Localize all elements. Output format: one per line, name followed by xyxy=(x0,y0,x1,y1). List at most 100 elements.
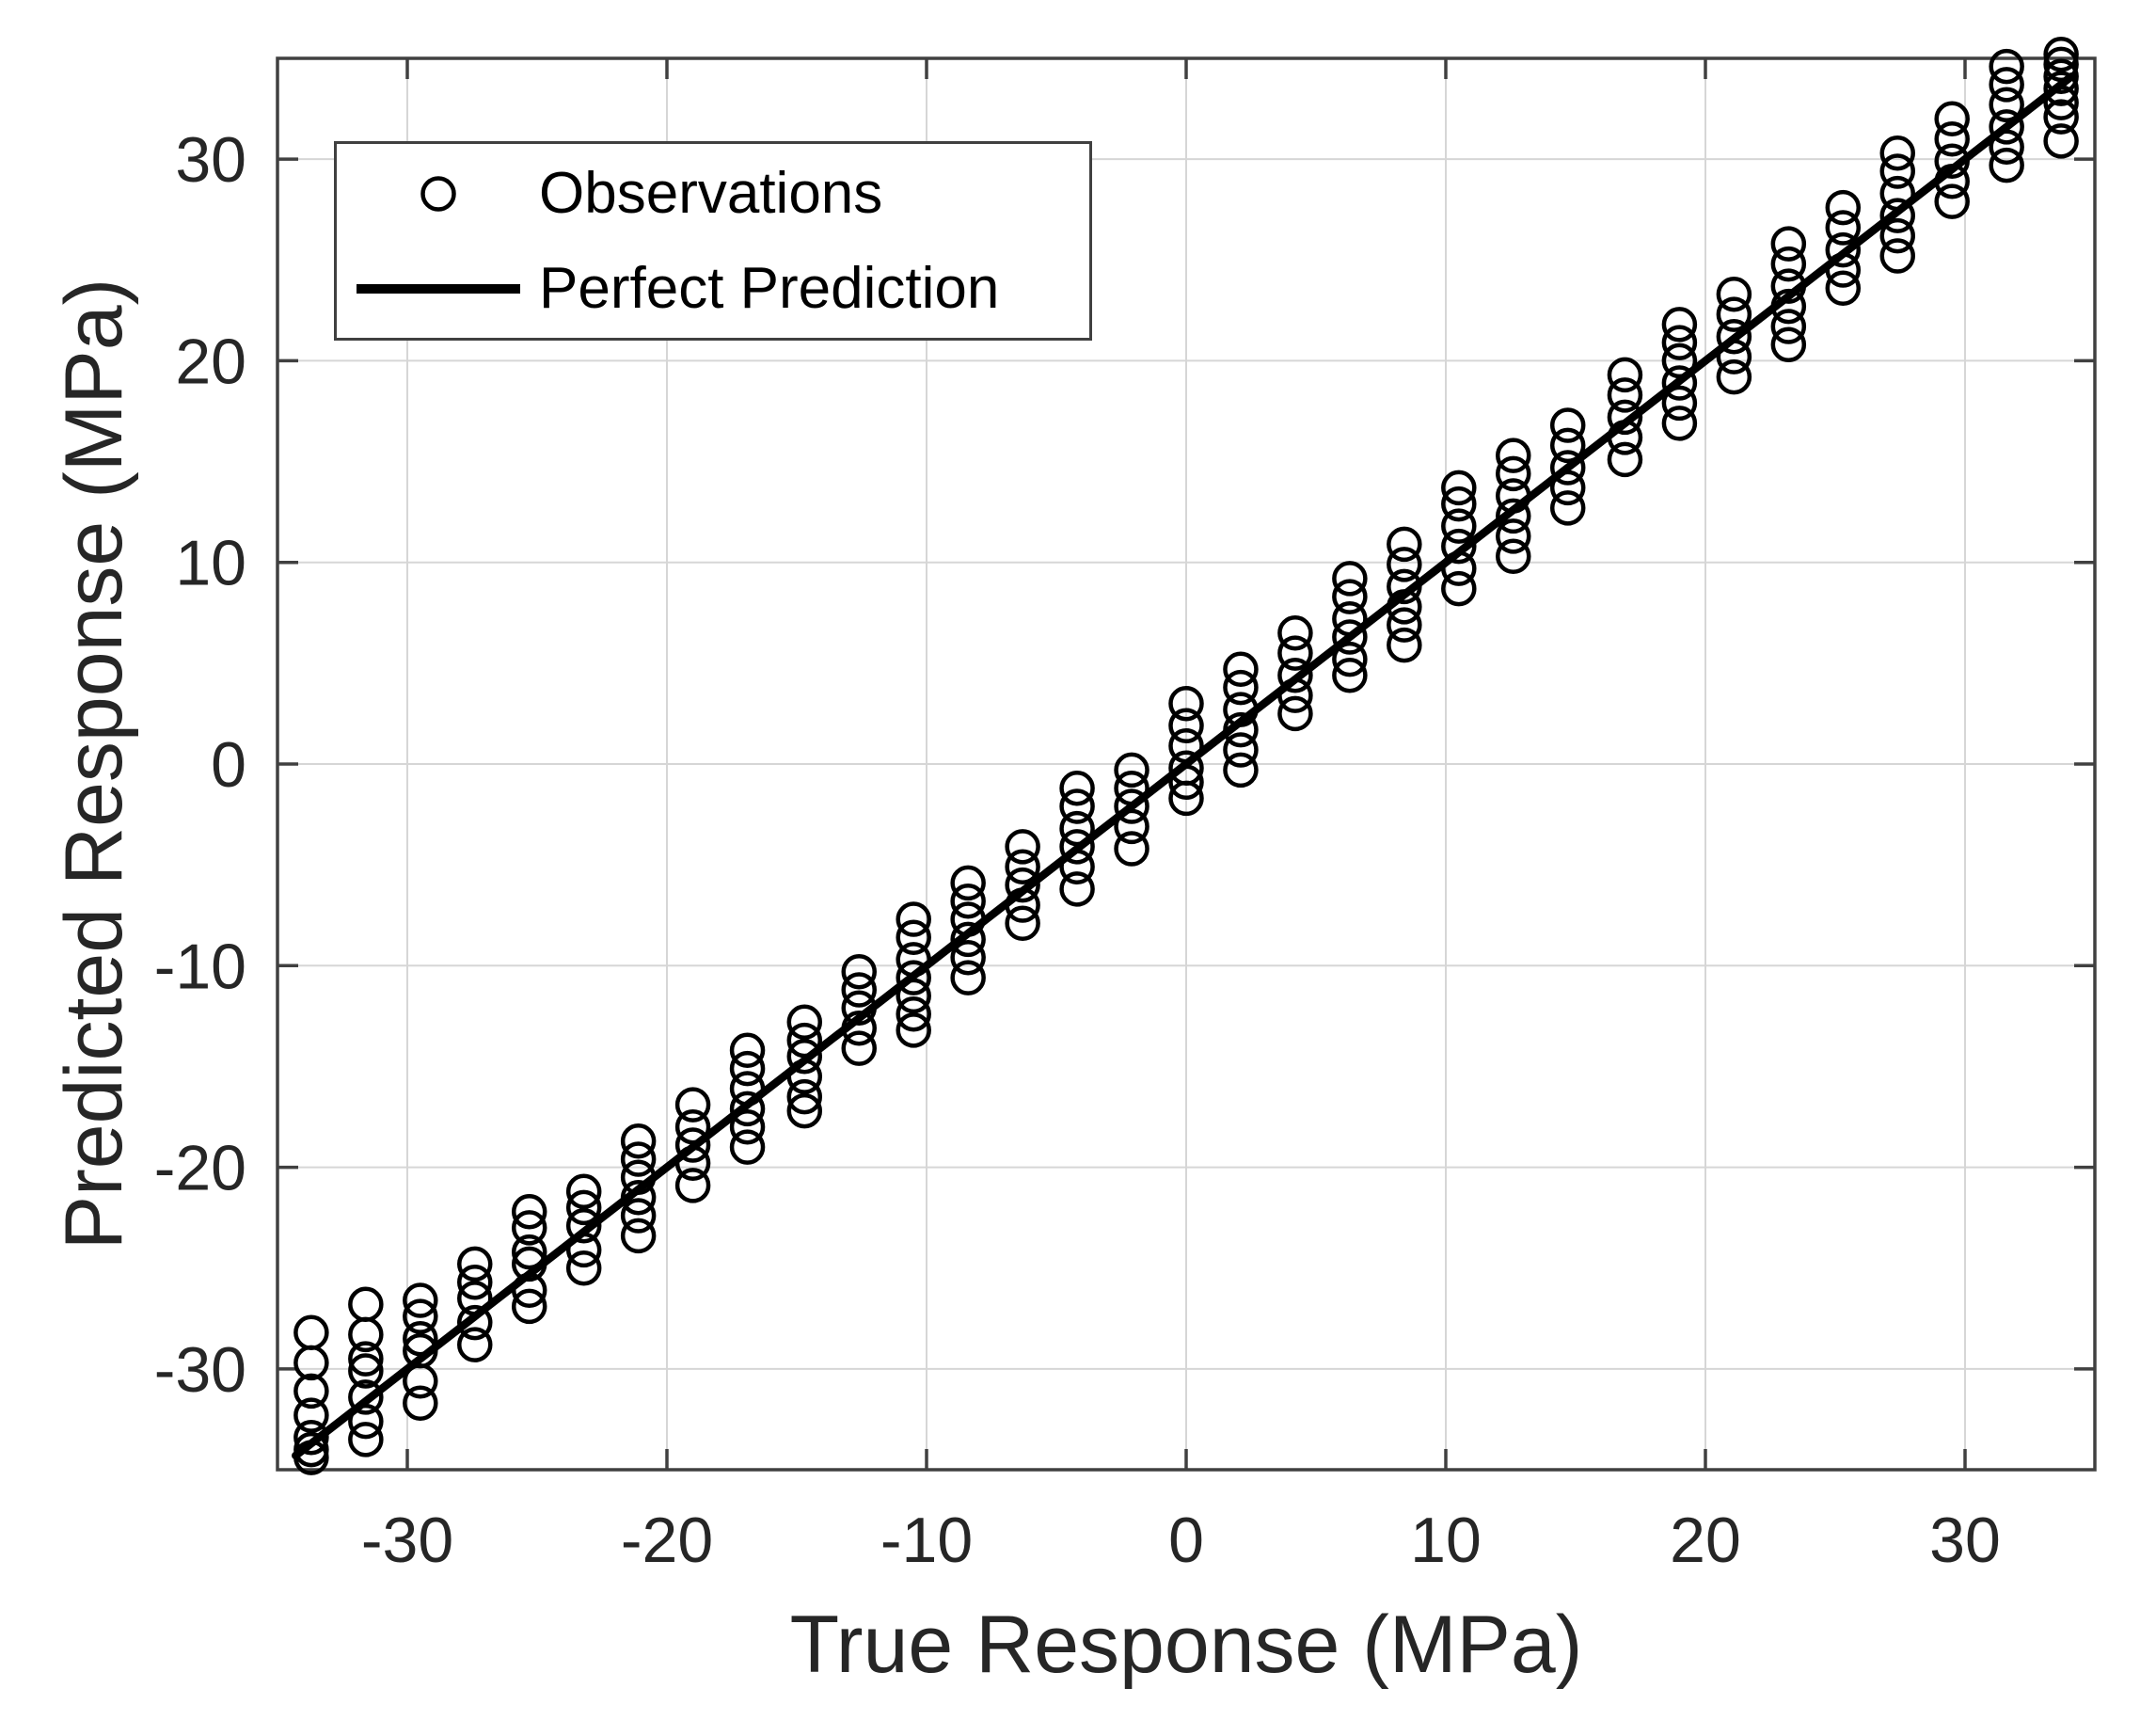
observation-point xyxy=(457,1281,493,1316)
y-tick-label: -30 xyxy=(154,1334,246,1406)
observation-point xyxy=(1716,276,1752,312)
observation-point xyxy=(620,1141,657,1177)
observation-point xyxy=(1114,788,1149,824)
observation-point xyxy=(896,978,931,1014)
observation-point xyxy=(1825,270,1862,307)
y-axis-label: Predicted Response (MPa) xyxy=(49,278,139,1250)
observation-point xyxy=(1716,318,1752,355)
observation-point xyxy=(1059,770,1095,806)
observation-point xyxy=(1549,450,1586,486)
observation-point xyxy=(786,1004,823,1041)
legend-item-observations: Observations xyxy=(337,148,1089,239)
observation-point xyxy=(1879,135,1915,171)
observation-point xyxy=(403,1385,438,1422)
observation-point xyxy=(1825,252,1862,288)
observation-point xyxy=(896,1012,931,1048)
observation-point xyxy=(1825,231,1862,268)
legend-item-perfect-prediction: Perfect Prediction xyxy=(337,243,1089,334)
observation-point xyxy=(1441,470,1477,506)
observation-point xyxy=(1879,175,1915,212)
observation-point xyxy=(1277,695,1313,732)
observation-point xyxy=(841,1030,877,1066)
observation-point xyxy=(1005,849,1040,885)
observation-point xyxy=(1934,143,1970,180)
observation-point xyxy=(786,1038,823,1075)
observation-point xyxy=(786,1022,823,1059)
observation-point xyxy=(1223,732,1259,768)
observation-point xyxy=(841,953,877,990)
observation-point xyxy=(511,1246,547,1282)
observation-point xyxy=(2043,46,2079,83)
observation-point xyxy=(896,901,931,937)
observation-point xyxy=(1607,399,1643,436)
observation-point xyxy=(1934,101,1970,137)
observation-point xyxy=(620,1179,657,1216)
observation-point xyxy=(293,1419,329,1456)
observation-point xyxy=(511,1210,547,1246)
observation-point xyxy=(565,1232,602,1268)
y-tick-label: 0 xyxy=(211,729,246,801)
observation-point xyxy=(1496,538,1531,575)
observation-point xyxy=(1989,109,2024,145)
x-tick-label: -10 xyxy=(880,1505,973,1576)
observation-point xyxy=(950,865,986,901)
observation-point xyxy=(1332,641,1368,677)
observation-point xyxy=(1168,780,1204,817)
y-tick-label: -20 xyxy=(154,1133,246,1204)
y-tick-label: 30 xyxy=(175,124,246,196)
x-tick-label: 0 xyxy=(1168,1505,1204,1576)
observation-point xyxy=(1770,309,1807,344)
observation-point xyxy=(729,1129,766,1165)
observation-point xyxy=(1661,406,1698,441)
observation-point xyxy=(1441,508,1477,544)
observation-point xyxy=(348,1403,384,1440)
observation-point xyxy=(403,1282,438,1318)
y-tick-label: 20 xyxy=(175,326,246,397)
observation-point xyxy=(1879,217,1915,254)
observation-point xyxy=(1989,129,2024,166)
observation-point xyxy=(511,1193,547,1230)
observation-point xyxy=(457,1264,493,1300)
observation-point xyxy=(565,1250,602,1286)
observation-point xyxy=(896,960,931,995)
observation-point xyxy=(950,921,986,958)
observation-point xyxy=(1607,357,1643,393)
observation-point xyxy=(1549,470,1586,506)
observation-point xyxy=(1879,153,1915,189)
observation-point xyxy=(950,883,986,919)
observation-point xyxy=(674,1145,711,1182)
observation-point xyxy=(1496,478,1531,514)
observation-point xyxy=(565,1189,602,1226)
observation-point xyxy=(1059,810,1095,847)
observation-point xyxy=(293,1345,329,1381)
observation-point xyxy=(1989,147,2024,183)
observation-point xyxy=(457,1304,493,1341)
observation-point xyxy=(1716,358,1752,395)
observation-point xyxy=(729,1071,766,1107)
observation-point xyxy=(841,1010,877,1046)
observation-point xyxy=(1223,669,1259,706)
observation-point xyxy=(348,1286,384,1323)
observation-point xyxy=(950,901,986,937)
observation-point xyxy=(1825,189,1862,226)
observation-point xyxy=(1387,568,1422,605)
legend-label-observations: Observations xyxy=(539,160,883,226)
observation-point xyxy=(1934,183,1970,219)
observation-point xyxy=(1661,385,1698,422)
observation-point xyxy=(1059,849,1095,885)
observation-point xyxy=(620,1198,657,1234)
observation-point xyxy=(511,1234,547,1270)
observation-point xyxy=(1059,788,1095,824)
observation-point xyxy=(1770,268,1807,304)
observation-point xyxy=(1661,365,1698,401)
observation-point xyxy=(1607,377,1643,413)
observation-point xyxy=(1879,198,1915,233)
observation-point xyxy=(786,1078,823,1115)
x-tick-label: -30 xyxy=(361,1505,453,1576)
observation-point xyxy=(1934,120,1970,157)
observation-point xyxy=(841,990,877,1027)
observation-point xyxy=(729,1108,766,1145)
observation-point xyxy=(620,1159,657,1196)
observation-point xyxy=(1332,561,1368,597)
observation-point xyxy=(348,1379,384,1415)
